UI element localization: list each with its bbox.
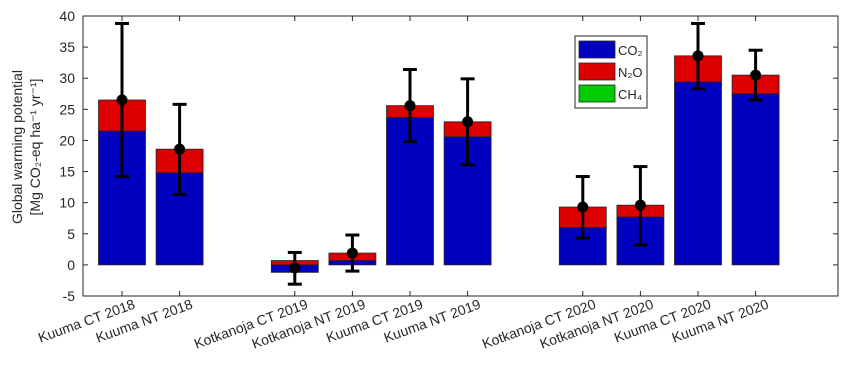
y-tick-label: 15 (59, 164, 75, 180)
y-tick-label: 0 (67, 257, 75, 273)
y-tick-label: 40 (59, 8, 75, 24)
y-tick-label: 10 (59, 195, 75, 211)
total-marker (346, 247, 358, 259)
legend-swatch (578, 84, 616, 103)
total-marker (289, 262, 301, 274)
bar-co2 (674, 81, 722, 266)
y-tick-label: 5 (67, 226, 75, 242)
legend-swatch (578, 40, 616, 59)
bar-co2 (731, 93, 780, 266)
legend-swatch (578, 62, 616, 81)
total-marker (462, 116, 474, 128)
y-axis-label-line1: Global warming potential (9, 70, 25, 224)
axes-layer: -5 0 5 10 15 20 25 30 35 40 (59, 8, 839, 304)
y-axis-label: Global warming potential [Mg CO₂-eq ha⁻¹… (9, 70, 43, 224)
total-marker (634, 199, 646, 211)
y-tick-label: 35 (59, 39, 75, 55)
y-tick-label: -5 (63, 288, 76, 304)
total-marker (577, 201, 589, 213)
y-axis-label-line2: [Mg CO₂-eq ha⁻¹ yr⁻¹] (27, 79, 43, 216)
total-marker (750, 69, 762, 81)
legend: CO₂ N₂O CH₄ (574, 35, 648, 109)
errorbar-layer (115, 21, 763, 286)
legend-label: N₂O (618, 65, 643, 80)
y-tick-label: 30 (59, 70, 75, 86)
plot-frame (82, 15, 839, 297)
legend-label: CO₂ (618, 43, 643, 58)
bars-layer (98, 55, 780, 273)
total-marker (692, 50, 704, 62)
legend-label: CH₄ (618, 87, 642, 102)
total-marker (404, 100, 416, 112)
total-marker (116, 94, 128, 106)
y-tick-label: 25 (59, 101, 75, 117)
y-tick-label: 20 (59, 132, 75, 148)
total-marker (174, 143, 186, 155)
